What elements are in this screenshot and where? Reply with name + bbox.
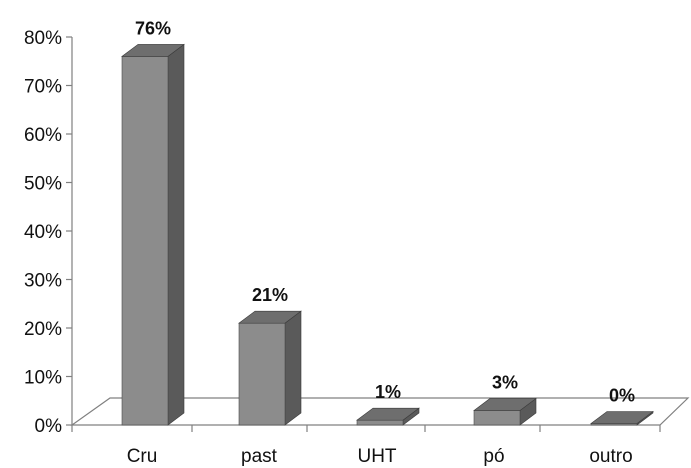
category-label-past: past — [241, 446, 278, 467]
bar-cru — [121, 43, 185, 426]
bar-top — [590, 411, 654, 424]
x-axis-labels: Cru past UHT pó outro — [127, 446, 633, 467]
data-label-outro: 0% — [609, 386, 635, 406]
data-label-uht: 1% — [375, 382, 401, 402]
bar-past — [238, 310, 302, 426]
y-tick-label: 0% — [35, 416, 63, 437]
bar-top — [473, 398, 537, 411]
bar-outro — [590, 410, 654, 426]
category-label-pó: pó — [483, 446, 504, 467]
bar-pó — [473, 397, 537, 426]
category-label-uht: UHT — [357, 446, 396, 467]
bar-front — [356, 419, 404, 426]
bar-top — [121, 44, 185, 57]
bar-front — [473, 410, 521, 426]
bar-uht — [356, 407, 420, 426]
bar-top — [356, 407, 420, 421]
data-label-pó: 3% — [492, 372, 518, 392]
bar-side — [284, 310, 302, 426]
data-label-cru: 76% — [135, 18, 171, 38]
y-tick-label: 40% — [24, 222, 62, 243]
y-tick-label: 70% — [24, 77, 62, 98]
y-tick-label: 60% — [24, 125, 62, 146]
y-axis: 0% 10% 20% 30% 40% 50% 60% 70% 80% — [24, 28, 73, 437]
y-tick-label: 80% — [24, 28, 62, 49]
bar-front — [238, 322, 286, 426]
y-tick-label: 20% — [24, 319, 62, 340]
data-label-past: 21% — [252, 285, 288, 305]
bar-top — [238, 310, 302, 324]
bar-front — [121, 56, 169, 426]
y-tick-label: 50% — [24, 174, 62, 195]
y-tick-label: 10% — [24, 368, 62, 389]
data-labels: 76% 21% 1% 3% 0% — [135, 18, 635, 405]
bars — [121, 43, 654, 426]
bar-side — [167, 43, 185, 426]
category-label-outro: outro — [589, 446, 632, 467]
y-tick-label: 30% — [24, 271, 62, 292]
category-label-cru: Cru — [127, 446, 158, 467]
